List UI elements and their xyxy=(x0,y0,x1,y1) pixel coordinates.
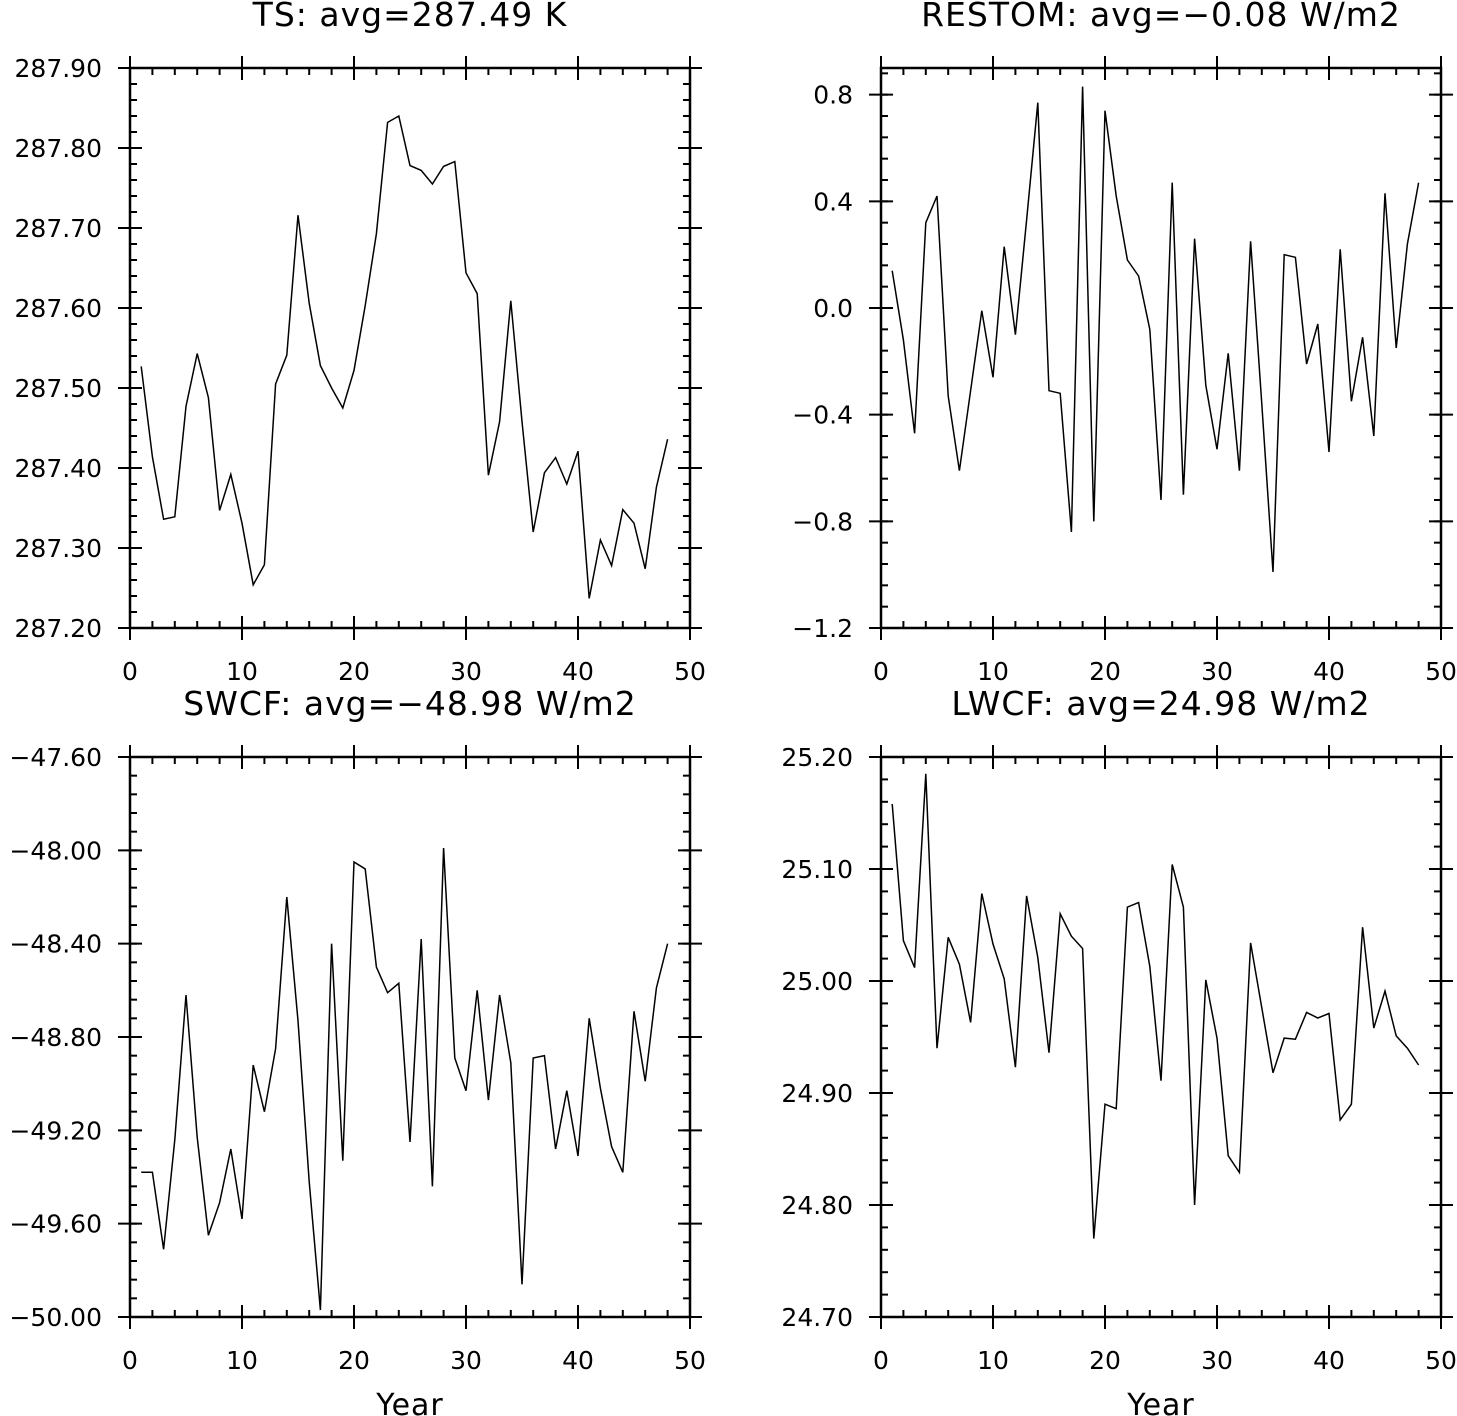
panel-ts: TS: avg=287.49 K 287.20 287.30 287.40 287.5… xyxy=(15,0,706,686)
chart-title: RESTOM: avg=−0.08 W/m2 xyxy=(921,0,1401,34)
y-tick-label: −48.40 xyxy=(9,930,102,959)
y-tick-label: 287.20 xyxy=(15,614,102,643)
y-tick-label: 25.20 xyxy=(781,743,853,772)
y-tick-label: 287.70 xyxy=(15,214,102,243)
y-tick-label: 24.90 xyxy=(781,1079,853,1108)
plot-frame xyxy=(128,66,692,630)
x-axis-label: Year xyxy=(1126,1388,1195,1416)
x-axis-label: Year xyxy=(375,1388,444,1416)
y-tick-label: −48.80 xyxy=(9,1023,102,1052)
series-line xyxy=(141,847,669,1311)
y-tick-label: 287.50 xyxy=(15,374,102,403)
x-tick-label: 40 xyxy=(562,657,594,686)
x-tick-label: 10 xyxy=(226,657,258,686)
x-tick-label: 0 xyxy=(873,1346,889,1375)
y-tick-label: −49.60 xyxy=(9,1210,102,1239)
x-tick-label: 50 xyxy=(1425,657,1457,686)
y-tick-label: 287.30 xyxy=(15,534,102,563)
y-tick-label: −1.2 xyxy=(792,614,853,643)
x-tick-label: 20 xyxy=(338,657,370,686)
x-tick-label: 10 xyxy=(977,657,1009,686)
x-tick-label: 0 xyxy=(122,1346,138,1375)
y-tick-label: −0.8 xyxy=(792,507,853,536)
x-tick-label: 10 xyxy=(977,1346,1009,1375)
y-tick-label: 25.00 xyxy=(781,967,853,996)
series-line xyxy=(891,86,1420,573)
x-tick-label: 50 xyxy=(674,657,706,686)
y-tick-label: 287.80 xyxy=(15,134,102,163)
x-tick-label: 40 xyxy=(1313,1346,1345,1375)
x-tick-label: 30 xyxy=(1201,657,1233,686)
plot-frame xyxy=(879,66,1443,630)
y-tick-label: 287.90 xyxy=(15,54,102,83)
y-tick-label: 287.60 xyxy=(15,294,102,323)
panel-swcf: SWCF: avg=−48.98 W/m2 Year −50.00 −49.60 −… xyxy=(9,684,705,1416)
x-tick-label: 30 xyxy=(1201,1346,1233,1375)
x-tick-label: 50 xyxy=(674,1346,706,1375)
y-tick-label: 0.4 xyxy=(813,187,853,216)
y-tick-label: −48.00 xyxy=(9,836,102,865)
y-tick-label: −49.20 xyxy=(9,1116,102,1145)
y-tick-label: −0.4 xyxy=(792,401,853,430)
x-tick-label: 50 xyxy=(1425,1346,1457,1375)
y-tick-label: −50.00 xyxy=(9,1303,102,1332)
x-tick-label: 20 xyxy=(1089,657,1121,686)
series-line xyxy=(140,114,669,599)
y-tick-label: 24.70 xyxy=(781,1303,853,1332)
chart-title: SWCF: avg=−48.98 W/m2 xyxy=(183,684,637,723)
x-tick-label: 40 xyxy=(562,1346,594,1375)
series-line xyxy=(891,773,1420,1239)
y-tick-label: 287.40 xyxy=(15,454,102,483)
x-tick-label: 0 xyxy=(873,657,889,686)
plot-frame xyxy=(128,755,692,1319)
x-tick-label: 20 xyxy=(338,1346,370,1375)
panel-lwcf: LWCF: avg=24.98 W/m2 Year 24.70 24.80 24.9… xyxy=(781,684,1456,1416)
chart-title: LWCF: avg=24.98 W/m2 xyxy=(951,684,1370,723)
x-tick-label: 0 xyxy=(122,657,138,686)
y-tick-label: −47.60 xyxy=(9,743,102,772)
y-tick-label: 0.8 xyxy=(813,81,853,110)
x-tick-label: 40 xyxy=(1313,657,1345,686)
panel-restom: RESTOM: avg=−0.08 W/m2 −1.2 −0.8 −0.4 0.0 0.… xyxy=(792,0,1457,686)
y-tick-label: 25.10 xyxy=(781,855,853,884)
x-tick-label: 30 xyxy=(450,657,482,686)
y-tick-label: 0.0 xyxy=(813,294,853,323)
x-tick-label: 30 xyxy=(450,1346,482,1375)
y-tick-label: 24.80 xyxy=(781,1191,853,1220)
chart-title: TS: avg=287.49 K xyxy=(252,0,568,34)
plot-frame xyxy=(879,755,1443,1319)
x-tick-label: 10 xyxy=(226,1346,258,1375)
x-tick-label: 20 xyxy=(1089,1346,1121,1375)
